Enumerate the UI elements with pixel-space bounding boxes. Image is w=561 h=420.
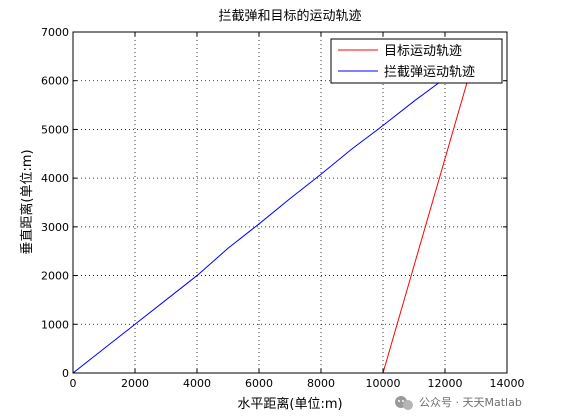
y-tick-label: 1000 <box>41 318 69 331</box>
grid-lines <box>73 32 507 373</box>
x-tick-label: 4000 <box>183 377 211 390</box>
x-tick-label: 0 <box>70 377 77 390</box>
series-line-target <box>382 78 469 373</box>
series-line-interceptor <box>73 77 446 373</box>
x-tick-label: 10000 <box>366 377 401 390</box>
legend-box <box>330 38 503 84</box>
x-axis-label: 水平距离(单位:m) <box>237 396 342 412</box>
y-tick-label: 3000 <box>41 221 69 234</box>
x-tick-label: 6000 <box>245 377 273 390</box>
plot-area <box>73 77 469 373</box>
y-tick-label: 7000 <box>41 26 69 39</box>
x-tick-label: 12000 <box>428 377 463 390</box>
axis-ticks: 0 2000 4000 6000 8000 10000 12000 14000 0 1000 200… <box>41 26 525 390</box>
chart-title: 拦截弹和目标的运动轨迹 <box>218 8 361 24</box>
x-tick-label: 14000 <box>490 377 525 390</box>
y-tick-label: 0 <box>62 367 69 380</box>
y-tick-label: 4000 <box>41 172 69 185</box>
x-tick-label: 2000 <box>121 377 149 390</box>
y-tick-label: 2000 <box>41 270 69 283</box>
y-axis-label: 垂直距离(单位:m) <box>19 149 35 254</box>
wechat-icon <box>395 396 413 410</box>
y-tick-label: 5000 <box>41 123 69 136</box>
legend: 目标运动轨迹 拦截弹运动轨迹 <box>330 38 503 84</box>
axes-box <box>72 31 508 374</box>
legend-label-interceptor: 拦截弹运动轨迹 <box>384 65 475 80</box>
legend-label-target: 目标运动轨迹 <box>384 44 462 59</box>
x-tick-label: 8000 <box>307 377 335 390</box>
y-tick-label: 6000 <box>41 75 69 88</box>
watermark-text: 公众号 · 天天Matlab <box>419 396 522 409</box>
watermark: 公众号 · 天天Matlab <box>395 396 522 410</box>
